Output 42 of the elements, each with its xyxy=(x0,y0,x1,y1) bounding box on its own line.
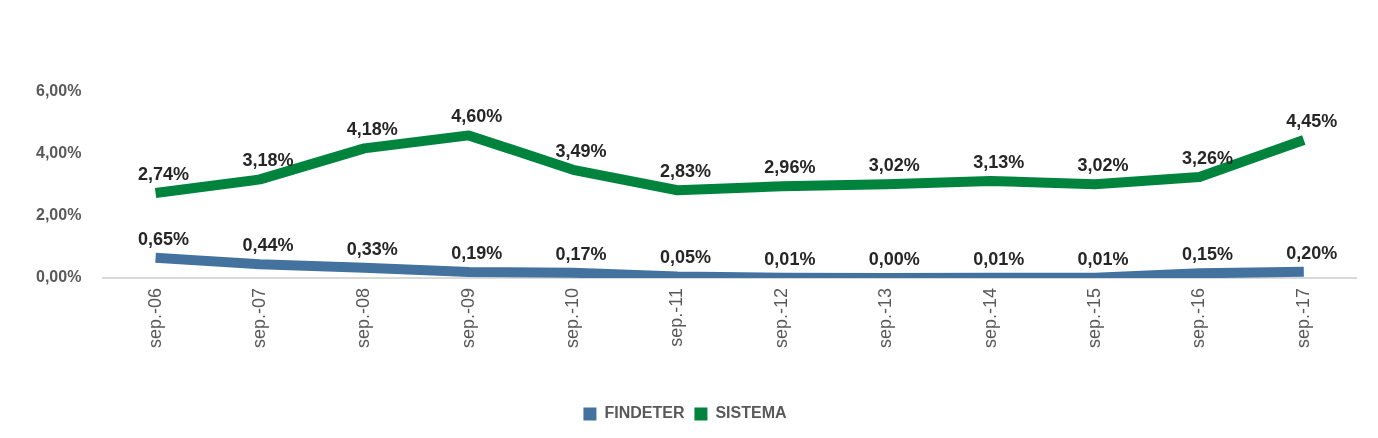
data-label: 0,15% xyxy=(1181,244,1233,265)
x-tick-label: sep.-10 xyxy=(562,287,583,349)
x-tick-label: sep.-15 xyxy=(1084,287,1104,349)
x-tick-label: sep.-11 xyxy=(666,287,687,347)
data-label: 0,00% xyxy=(868,248,920,269)
data-label: 2,74% xyxy=(138,164,190,185)
data-label: 0,01% xyxy=(1077,248,1129,269)
data-label: 4,60% xyxy=(451,106,503,127)
x-tick-label: sep.-17 xyxy=(1292,287,1313,349)
y-tick-label: 4,00% xyxy=(35,144,82,162)
x-tick-label: sep.-09 xyxy=(457,287,478,349)
data-label: 0,20% xyxy=(1286,242,1338,263)
x-tick-label: sep.-13 xyxy=(875,287,896,349)
data-label: 2,96% xyxy=(764,157,816,178)
data-label: 0,05% xyxy=(659,247,712,268)
legend-label: SISTEMA xyxy=(715,404,787,422)
data-label: 0,17% xyxy=(555,243,607,264)
data-label: 0,19% xyxy=(451,243,503,264)
data-label: 3,13% xyxy=(973,151,1025,172)
x-tick-label: sep.-14 xyxy=(979,287,1000,349)
y-tick-label: 0,00% xyxy=(35,268,82,286)
data-label: 4,18% xyxy=(346,119,398,140)
y-tick-label: 6,00% xyxy=(35,82,82,100)
x-tick-label: sep.-08 xyxy=(353,287,374,349)
x-tick-label: sep.-12 xyxy=(770,287,791,349)
data-label: 0,65% xyxy=(138,228,190,249)
x-tick-label: sep.-07 xyxy=(248,287,269,349)
x-tick-label: sep.-06 xyxy=(144,287,165,349)
data-label: 3,26% xyxy=(1181,147,1233,168)
data-label: 0,44% xyxy=(242,235,294,256)
x-tick-label: sep.-16 xyxy=(1188,287,1209,349)
data-label: 3,49% xyxy=(555,140,607,161)
data-label: 0,01% xyxy=(764,248,816,269)
data-label: 0,01% xyxy=(973,248,1025,269)
data-label: 2,83% xyxy=(659,161,712,182)
data-label: 4,45% xyxy=(1286,111,1338,132)
data-label: 3,02% xyxy=(868,155,920,176)
legend-label: FINDETER xyxy=(604,404,685,422)
y-tick-label: 2,00% xyxy=(35,206,82,224)
data-label: 3,18% xyxy=(242,150,294,171)
data-label: 0,33% xyxy=(346,238,398,259)
data-label: 3,02% xyxy=(1077,155,1129,176)
